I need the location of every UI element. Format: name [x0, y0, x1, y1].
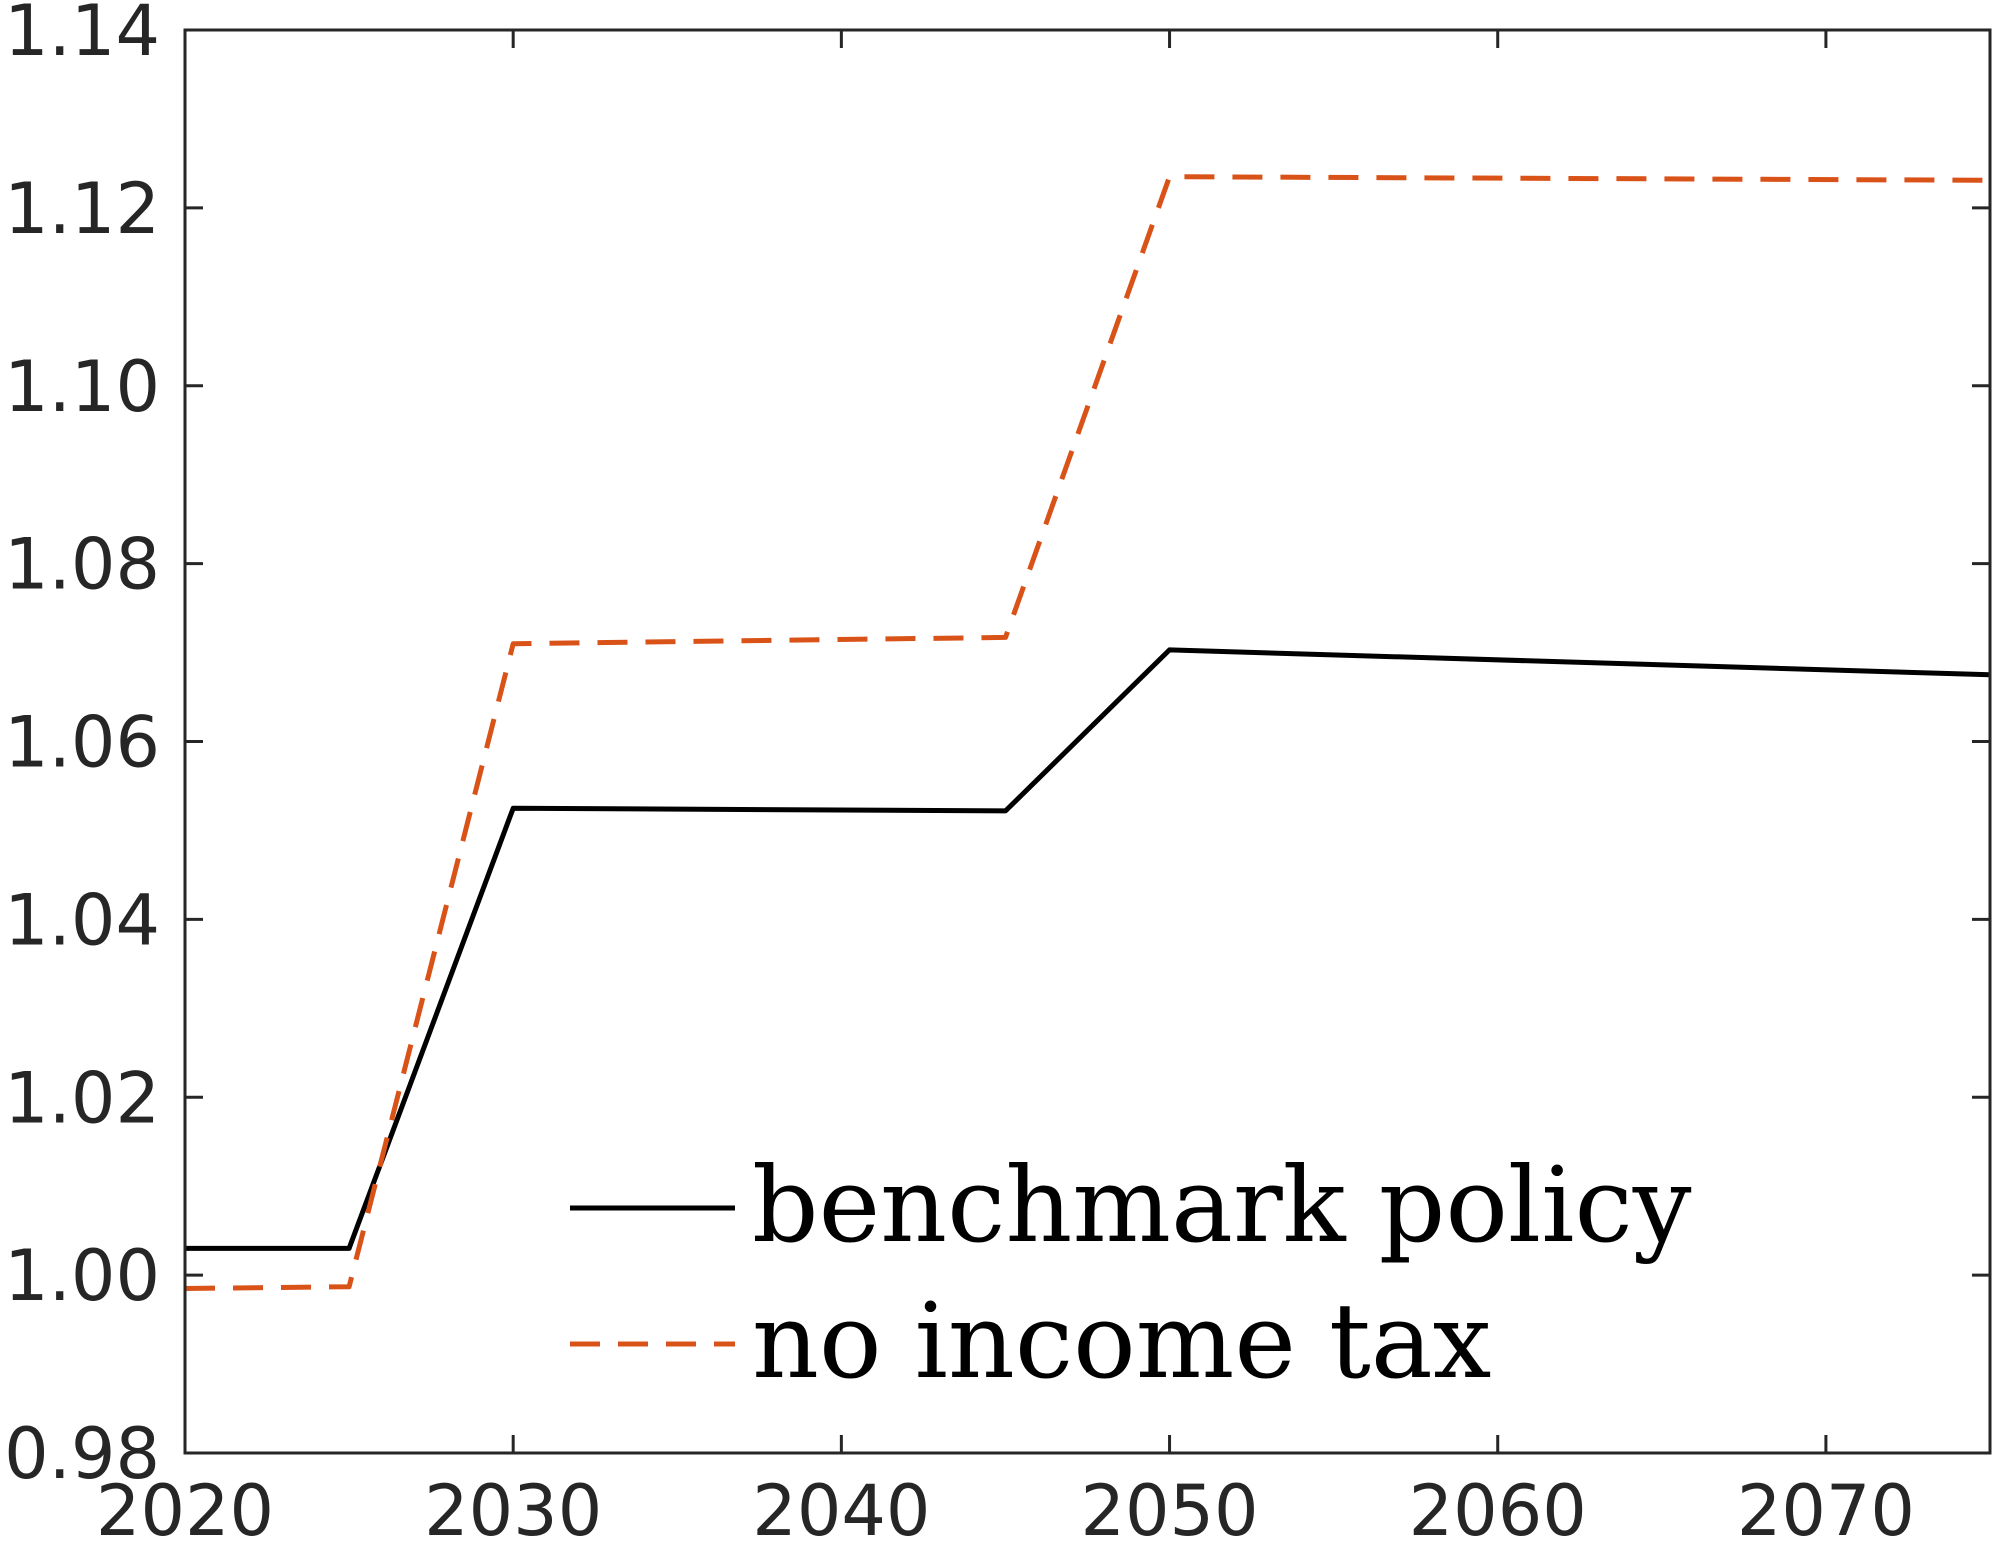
x-tick-label: 2060 — [1409, 1470, 1587, 1552]
y-tick-label: 1.02 — [4, 1057, 160, 1139]
y-tick-label: 1.06 — [4, 702, 160, 784]
x-tick-label: 2050 — [1080, 1470, 1258, 1552]
y-tick-label: 1.08 — [4, 524, 160, 606]
x-tick-label: 2040 — [752, 1470, 930, 1552]
legend-label-2: no income tax — [752, 1280, 1491, 1402]
y-tick-label: 1.00 — [4, 1235, 160, 1317]
series-line-2 — [184, 174, 1991, 1291]
y-tick-label: 1.10 — [4, 346, 160, 428]
series-line-1 — [185, 647, 1991, 1251]
y-tick-label: 1.04 — [4, 879, 160, 961]
legend: benchmark policy no income tax — [570, 1144, 1692, 1402]
x-tick-label: 2020 — [96, 1470, 274, 1552]
x-tick-label: 2070 — [1737, 1470, 1915, 1552]
y-tick-label: 1.12 — [4, 168, 160, 250]
y-tick-label: 0.98 — [4, 1413, 160, 1495]
legend-label-1: benchmark policy — [752, 1144, 1692, 1266]
axes-layer: 2020 2030 2040 2050 2060 2070 0.98 1.00 1.02 1.04… — [4, 0, 1992, 1552]
x-tick-label: 2030 — [424, 1470, 602, 1552]
series-layer — [184, 174, 1991, 1291]
y-tick-label: 1.14 — [4, 0, 160, 72]
